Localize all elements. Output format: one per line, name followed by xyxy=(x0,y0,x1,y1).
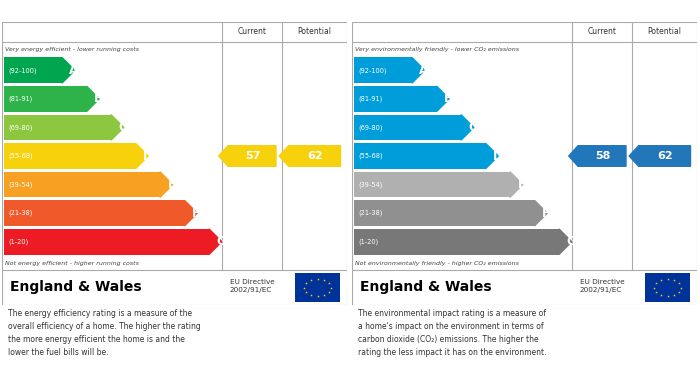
Bar xyxy=(354,115,461,140)
Text: E: E xyxy=(518,178,526,191)
Text: F: F xyxy=(542,206,550,220)
Text: (81-91): (81-91) xyxy=(358,96,382,102)
Polygon shape xyxy=(461,115,474,140)
Bar xyxy=(354,143,486,169)
Text: (92-100): (92-100) xyxy=(358,67,386,74)
Text: EU Directive
2002/91/EC: EU Directive 2002/91/EC xyxy=(230,279,274,293)
Text: (39-54): (39-54) xyxy=(8,181,32,188)
Text: A: A xyxy=(419,64,428,77)
Text: C: C xyxy=(118,121,127,134)
Text: 62: 62 xyxy=(307,151,323,161)
Text: 58: 58 xyxy=(595,151,610,161)
Text: (21-38): (21-38) xyxy=(8,210,32,216)
Text: C: C xyxy=(468,121,477,134)
Polygon shape xyxy=(568,146,626,166)
Text: A: A xyxy=(69,64,78,77)
Text: Environmental Impact (CO₂) Rating: Environmental Impact (CO₂) Rating xyxy=(357,6,576,16)
Bar xyxy=(354,200,535,226)
Text: Very environmentally friendly - lower CO₂ emissions: Very environmentally friendly - lower CO… xyxy=(355,47,519,52)
Bar xyxy=(354,172,510,197)
Polygon shape xyxy=(62,57,75,83)
Polygon shape xyxy=(218,146,276,166)
Polygon shape xyxy=(559,229,572,255)
Text: The environmental impact rating is a measure of
a home's impact on the environme: The environmental impact rating is a mea… xyxy=(358,309,547,357)
Text: Potential: Potential xyxy=(648,27,682,36)
Text: 57: 57 xyxy=(245,151,260,161)
Text: (1-20): (1-20) xyxy=(358,239,378,245)
Text: (69-80): (69-80) xyxy=(358,124,382,131)
Bar xyxy=(4,172,160,197)
Text: (69-80): (69-80) xyxy=(8,124,32,131)
Text: Potential: Potential xyxy=(298,27,332,36)
Bar xyxy=(4,57,62,83)
Bar xyxy=(295,273,340,302)
Text: (92-100): (92-100) xyxy=(8,67,36,74)
Polygon shape xyxy=(279,146,340,166)
Bar xyxy=(4,143,136,169)
Bar xyxy=(354,229,559,255)
Text: (55-68): (55-68) xyxy=(8,153,33,159)
Bar xyxy=(354,86,437,112)
Text: Current: Current xyxy=(587,27,617,36)
Text: E: E xyxy=(168,178,176,191)
Polygon shape xyxy=(629,146,690,166)
Text: B: B xyxy=(444,92,453,105)
Text: England & Wales: England & Wales xyxy=(10,280,141,294)
Polygon shape xyxy=(209,229,222,255)
Polygon shape xyxy=(437,86,449,112)
Text: B: B xyxy=(94,92,103,105)
Text: England & Wales: England & Wales xyxy=(360,280,491,294)
Polygon shape xyxy=(535,200,547,226)
Text: Current: Current xyxy=(237,27,267,36)
Text: The energy efficiency rating is a measure of the
overall efficiency of a home. T: The energy efficiency rating is a measur… xyxy=(8,309,201,357)
Text: (81-91): (81-91) xyxy=(8,96,32,102)
Text: Not environmentally friendly - higher CO₂ emissions: Not environmentally friendly - higher CO… xyxy=(355,260,519,265)
Text: Energy Efficiency Rating: Energy Efficiency Rating xyxy=(7,6,160,16)
Polygon shape xyxy=(160,172,173,197)
Polygon shape xyxy=(185,200,197,226)
Text: (39-54): (39-54) xyxy=(358,181,382,188)
Bar xyxy=(4,229,209,255)
Text: 62: 62 xyxy=(657,151,673,161)
Polygon shape xyxy=(111,115,124,140)
Text: (21-38): (21-38) xyxy=(358,210,382,216)
Text: D: D xyxy=(492,149,502,163)
Polygon shape xyxy=(87,86,99,112)
Text: (55-68): (55-68) xyxy=(358,153,383,159)
Text: EU Directive
2002/91/EC: EU Directive 2002/91/EC xyxy=(580,279,624,293)
Bar xyxy=(354,57,412,83)
Text: Very energy efficient - lower running costs: Very energy efficient - lower running co… xyxy=(5,47,139,52)
Polygon shape xyxy=(136,143,148,169)
Text: D: D xyxy=(142,149,152,163)
Text: G: G xyxy=(216,235,225,248)
Text: (1-20): (1-20) xyxy=(8,239,28,245)
Bar xyxy=(4,86,87,112)
Polygon shape xyxy=(510,172,523,197)
Text: G: G xyxy=(566,235,575,248)
Bar xyxy=(645,273,690,302)
Text: F: F xyxy=(193,206,200,220)
Bar xyxy=(4,200,185,226)
Bar xyxy=(4,115,111,140)
Polygon shape xyxy=(486,143,498,169)
Text: Not energy efficient - higher running costs: Not energy efficient - higher running co… xyxy=(5,260,139,265)
Polygon shape xyxy=(412,57,425,83)
